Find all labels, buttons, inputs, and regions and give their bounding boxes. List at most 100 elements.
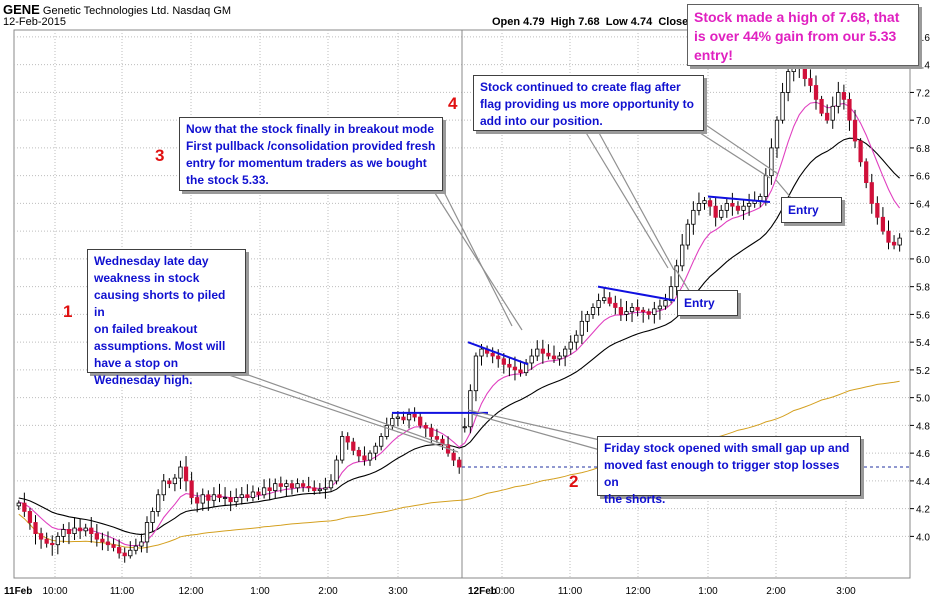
candle-body-55: [323, 487, 328, 490]
candle-body-50: [295, 483, 300, 489]
candle-body-148: [841, 92, 847, 100]
candle-body-101: [579, 320, 584, 336]
candle-body-113: [646, 311, 651, 315]
y-tick-label-5: 5.0: [916, 394, 930, 405]
candle-body-8: [61, 529, 66, 537]
candle-body-109: [624, 311, 629, 315]
candle-body-41: [245, 494, 250, 498]
candle-body-64: [373, 445, 378, 454]
x-tick-label-1-3: 1:00: [698, 586, 718, 597]
candle-body-7: [55, 535, 60, 546]
candle-body-108: [618, 307, 624, 315]
ohlc-readout: Open 4.79 High 7.68 Low 4.74 Close: [492, 16, 688, 28]
candle-body-16: [105, 541, 111, 546]
x-tick-label-0-5: 3:00: [388, 586, 408, 597]
candle-body-60: [351, 441, 356, 451]
ema-fast-line: [18, 101, 901, 547]
y-tick-label-4: 4.8: [916, 421, 930, 432]
trendline-flag-3: [707, 195, 771, 204]
candle-body-9: [66, 529, 72, 535]
candle-body-65: [379, 436, 384, 447]
candle-body-30: [183, 466, 189, 482]
y-tick-label-9: 5.8: [916, 283, 930, 294]
candle-body-151: [858, 140, 863, 163]
candle-body-107: [613, 302, 618, 308]
x-tick-label-1-2: 12:00: [625, 586, 650, 597]
step-number-4: 4: [448, 94, 458, 113]
candle-body-143: [813, 85, 819, 100]
candle-body-58: [340, 436, 345, 461]
x-tick-label-0-1: 11:00: [110, 586, 135, 597]
trendline-flag-1: [467, 341, 529, 366]
high-value: High 7.68: [550, 16, 600, 28]
candle-body-116: [663, 300, 668, 307]
step-number-1: 1: [63, 302, 73, 321]
vwap-polyline: [18, 380, 900, 549]
exchange: Nasdaq GM: [172, 5, 232, 17]
candle-body-37: [222, 497, 228, 499]
y-tick-label-1: 4.2: [916, 505, 930, 516]
candle-body-136: [774, 119, 780, 149]
ema-slow-polyline: [18, 137, 900, 536]
candle-body-131: [746, 203, 752, 207]
x-tick-label-1-1: 11:00: [558, 586, 583, 597]
x-tick-label-1-0: 10:00: [489, 586, 514, 597]
candle-body-83: [479, 348, 484, 357]
candle-body-70: [406, 413, 412, 421]
candle-body-52: [306, 486, 311, 489]
candle-body-152: [864, 161, 869, 184]
candle-body-23: [144, 522, 150, 543]
candle-body-51: [300, 483, 306, 487]
candle-body-25: [156, 494, 161, 512]
candle-body-76: [440, 438, 445, 446]
candle-body-28: [172, 477, 178, 485]
candle-body-40: [239, 494, 244, 498]
candle-body-130: [741, 205, 746, 211]
candle-body-14: [94, 533, 99, 540]
candle-body-124: [707, 200, 713, 207]
callout-friday-gap: Friday stock opened with small gap up an…: [597, 436, 861, 506]
pointer-4: [432, 189, 523, 331]
callout-entry-2: Entry: [781, 197, 842, 223]
candle-body-71: [412, 413, 417, 418]
candle-body-24: [150, 511, 155, 523]
candle-body-115: [657, 305, 663, 310]
candle-body-48: [284, 483, 289, 487]
candle-body-21: [133, 545, 138, 551]
candle-body-100: [574, 334, 579, 343]
candle-body-134: [763, 175, 768, 197]
close-value: Close: [658, 16, 689, 28]
trendline-flag-2: [597, 285, 676, 302]
y-tick-label-12: 6.4: [916, 199, 930, 210]
y-tick-label-10: 6.0: [916, 255, 930, 266]
ema-fast-polyline: [18, 101, 901, 547]
candle-body-97: [557, 355, 562, 360]
candle-body-142: [808, 78, 813, 86]
candle-body-54: [317, 488, 322, 491]
candle-body-122: [696, 203, 702, 211]
candle-body-59: [345, 436, 350, 443]
candle-body-29: [178, 466, 183, 479]
candle-body-57: [334, 459, 339, 482]
candle-body-103: [590, 307, 596, 315]
candle-body-144: [819, 98, 824, 114]
callout-entry-1: Entry: [677, 290, 738, 316]
candle-body-94: [540, 348, 545, 354]
x-tick-label-0-0: 10:00: [42, 586, 67, 597]
x-tick-label-0-4: 2:00: [318, 586, 338, 597]
pointer-0: [219, 371, 459, 453]
candle-body-36: [217, 494, 222, 498]
candle-body-93: [535, 348, 540, 357]
candle-body-156: [886, 230, 891, 243]
candle-body-141: [802, 67, 807, 79]
x-tick-label-1-4: 2:00: [766, 586, 786, 597]
candle-body-75: [434, 436, 440, 440]
candle-body-150: [852, 119, 858, 142]
ema-slow-line: [18, 137, 900, 536]
candle-body-69: [401, 416, 406, 421]
pointer-8: [696, 130, 771, 179]
callout-pointers: [219, 120, 793, 453]
candle-body-4: [38, 533, 44, 540]
vwap-line: [18, 380, 900, 549]
